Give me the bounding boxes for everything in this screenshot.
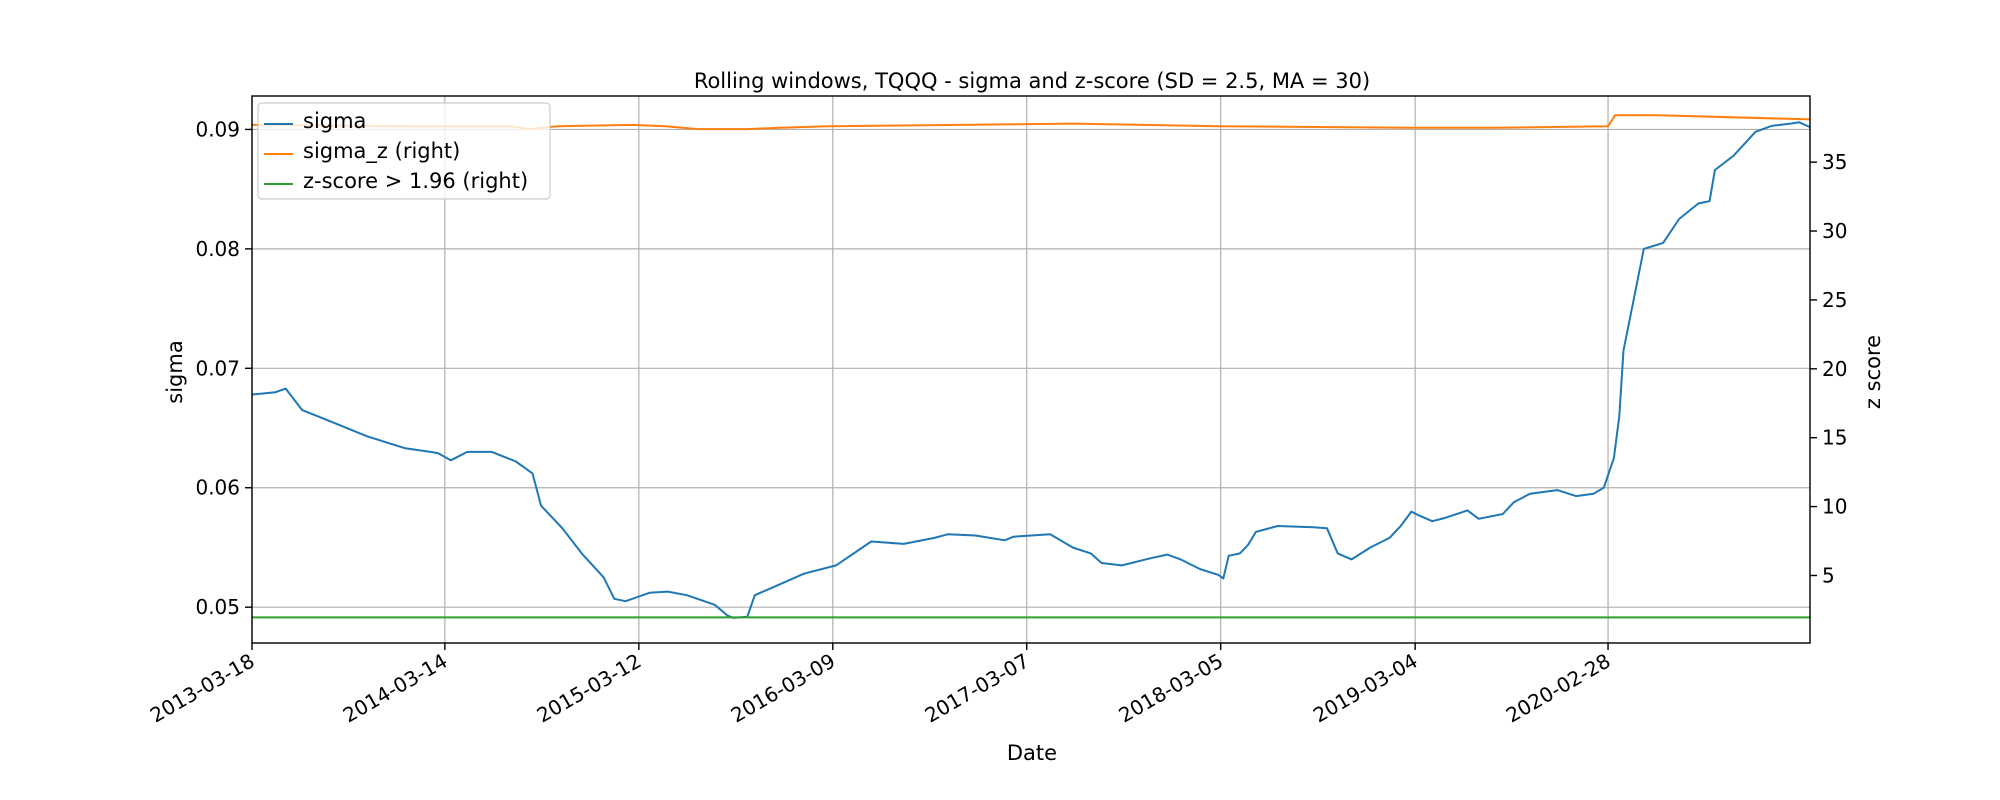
y-right-tick-label: 25 bbox=[1822, 288, 1847, 312]
x-tick-label: 2014-03-14 bbox=[339, 649, 452, 728]
legend-label: sigma_z (right) bbox=[303, 139, 460, 164]
y-right-tick-label: 5 bbox=[1822, 563, 1835, 587]
x-tick-label: 2018-03-05 bbox=[1115, 649, 1228, 728]
legend-label: z-score > 1.96 (right) bbox=[303, 169, 528, 193]
legend: sigma sigma_z (right) z-score > 1.96 (righ… bbox=[257, 102, 551, 200]
x-tick-label: 2013-03-18 bbox=[146, 649, 259, 728]
y-axis-label: sigma bbox=[163, 340, 187, 403]
y-right-tick-label: 35 bbox=[1822, 150, 1847, 174]
x-tick-label: 2019-03-04 bbox=[1309, 649, 1422, 728]
chart-title: Rolling windows, TQQQ - sigma and z-scor… bbox=[694, 69, 1370, 93]
legend-box bbox=[257, 102, 551, 200]
y-tick-label: 0.08 bbox=[195, 237, 240, 261]
x-tick-label: 2020-02-28 bbox=[1502, 649, 1615, 728]
y-right-axis-label: z score bbox=[1861, 335, 1885, 409]
x-tick-label: 2017-03-07 bbox=[921, 649, 1034, 728]
x-tick-label: 2015-03-12 bbox=[533, 649, 646, 728]
legend-label: sigma bbox=[303, 109, 366, 133]
y-tick-label: 0.07 bbox=[195, 356, 240, 380]
x-tick-label: 2016-03-09 bbox=[727, 649, 840, 728]
legend-item-sigma: sigma bbox=[264, 109, 366, 133]
y-right-tick-label: 20 bbox=[1822, 357, 1847, 381]
y-right-tick-label: 10 bbox=[1822, 495, 1847, 519]
y-tick-label: 0.09 bbox=[195, 117, 240, 141]
y-tick-label: 0.06 bbox=[195, 476, 240, 500]
x-axis-label: Date bbox=[1007, 741, 1057, 765]
legend-item-sigma-z: sigma_z (right) bbox=[264, 139, 460, 164]
y-right-tick-label: 15 bbox=[1822, 426, 1847, 450]
sigma-line bbox=[251, 121, 1811, 619]
legend-item-z-score-threshold: z-score > 1.96 (right) bbox=[264, 169, 528, 193]
y-tick-label: 0.05 bbox=[195, 595, 240, 619]
y-right-tick-label: 30 bbox=[1822, 219, 1847, 243]
